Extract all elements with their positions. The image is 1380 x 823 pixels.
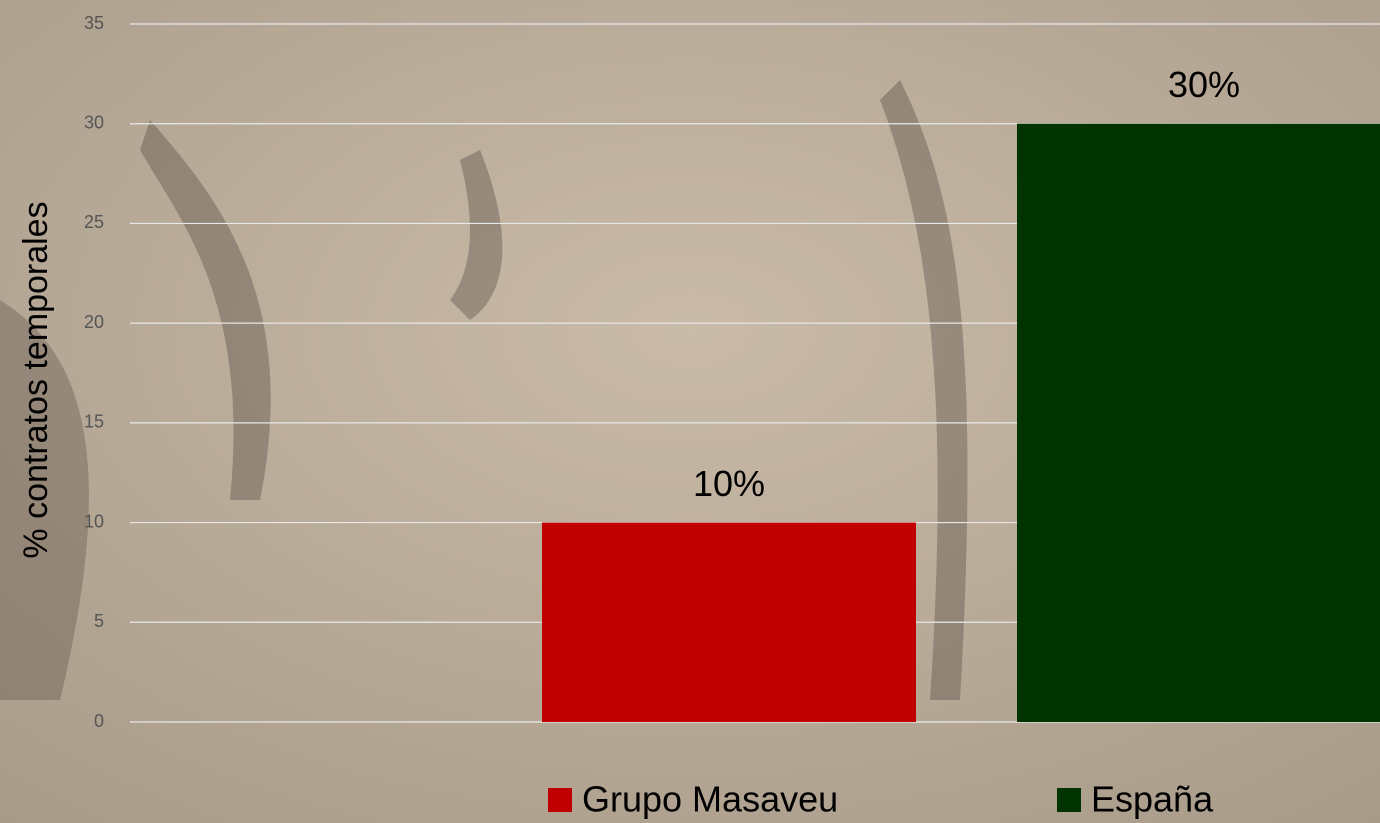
y-tick-label: 0 [94,711,104,731]
y-tick-label: 10 [84,511,104,531]
legend-label: España [1091,779,1214,820]
legend-swatch [1057,788,1081,812]
data-label: 30% [1168,64,1240,105]
y-tick-label: 25 [84,212,104,232]
bar [1017,123,1380,722]
y-tick-label: 5 [94,611,104,631]
data-label: 10% [693,463,765,504]
legend-label: Grupo Masaveu [582,779,838,820]
y-tick-label: 30 [84,112,104,132]
y-tick-label: 35 [84,13,104,33]
y-tick-label: 20 [84,312,104,332]
legend-swatch [548,788,572,812]
bar [542,522,916,722]
y-axis-label: % contratos temporales [17,201,55,558]
background-texture [0,80,968,700]
y-tick-label: 15 [84,412,104,432]
